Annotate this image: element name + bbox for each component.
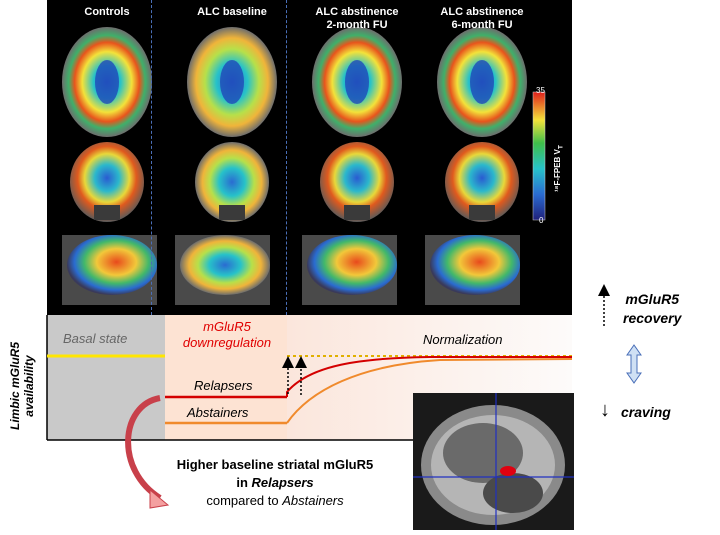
curved-arrow-head xyxy=(149,488,170,509)
abstainers-curve xyxy=(286,358,573,424)
down-arrow-icon: ↓ xyxy=(600,399,610,421)
abstainers-label: Abstainers xyxy=(187,405,249,420)
basal-state-label: Basal state xyxy=(63,331,128,346)
colorbar xyxy=(532,91,546,221)
downregulation-label: mGluR5 downregulation xyxy=(182,319,272,350)
sagittal-row xyxy=(62,235,520,305)
craving-label: craving xyxy=(621,404,671,420)
y-axis-label: Limbic mGluR5 availability xyxy=(8,342,36,431)
downregulation-region xyxy=(165,315,287,440)
column-title-controls: Controls xyxy=(84,6,130,18)
column-title-2month: ALC abstinence 2-month FU xyxy=(315,6,399,31)
double-arrow xyxy=(626,344,642,384)
colorbar-max-label: 35 xyxy=(536,86,545,95)
mri-image xyxy=(413,393,574,530)
pet-scans xyxy=(62,27,546,305)
column-separator xyxy=(151,0,152,315)
relapsers-label: Relapsers xyxy=(194,378,253,393)
basal-region xyxy=(47,315,165,440)
column-title-alc-baseline: ALC baseline xyxy=(197,6,267,18)
pet-image-panel: Controls ALC baseline ALC abstinence 2-m… xyxy=(47,0,572,315)
mglur5-recovery-label: mGluR5 recovery xyxy=(623,291,682,326)
caption: Higher baseline striatal mGluR5 in Relap… xyxy=(176,457,374,508)
relapsers-curve xyxy=(286,356,572,397)
column-title-6month: ALC abstinence 6-month FU xyxy=(440,6,524,31)
axial-row xyxy=(62,27,527,137)
coronal-row xyxy=(70,142,519,222)
curved-arrow xyxy=(125,395,162,501)
normalization-label: Normalization xyxy=(423,332,503,347)
column-separator xyxy=(286,0,287,315)
colorbar-min-label: 0 xyxy=(539,216,544,225)
